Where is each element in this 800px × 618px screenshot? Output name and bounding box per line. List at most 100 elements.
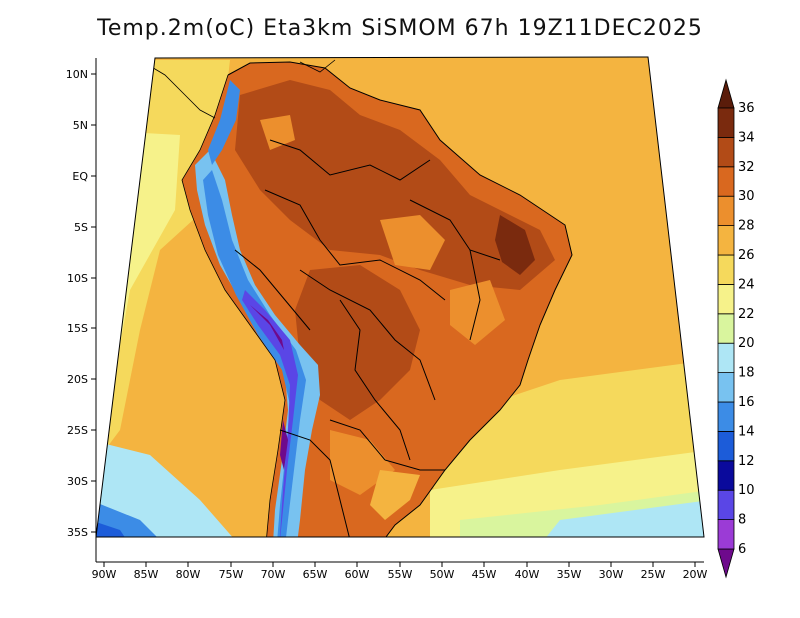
lat-tick: 35S xyxy=(67,526,96,539)
lon-label: 40W xyxy=(515,568,540,581)
coastlines xyxy=(139,59,336,537)
lon-label: 55W xyxy=(388,568,413,581)
andes-cold-band xyxy=(203,170,306,537)
lat-tick: 20S xyxy=(67,373,96,386)
land-warm-patches xyxy=(260,115,505,495)
lon-label: 70W xyxy=(261,568,286,581)
ocean-pacific-coldest xyxy=(96,520,130,537)
lon-label: 60W xyxy=(345,568,370,581)
colorbar-label: 6 xyxy=(738,542,746,557)
lat-tick: 25S xyxy=(67,424,96,437)
lat-tick: 5S xyxy=(74,221,96,234)
colorbar-swatch xyxy=(717,460,735,491)
colorbar-label: 26 xyxy=(738,248,755,263)
longitude-axis: 90W 85W 80W 75W 70W 65W 60W 55W 50W 45W … xyxy=(92,562,708,581)
colorbar-swatch xyxy=(717,254,735,285)
colorbar-label: 14 xyxy=(738,424,755,439)
andes-colder-band xyxy=(242,290,298,537)
colorbar-label: 24 xyxy=(738,277,755,292)
lon-tick: 90W xyxy=(92,562,117,581)
colorbar-swatch xyxy=(717,489,735,521)
lon-tick: 25W xyxy=(641,562,666,581)
lat-label: EQ xyxy=(72,170,88,183)
colorbar-swatch xyxy=(717,136,735,168)
lon-tick: 60W xyxy=(345,562,370,581)
colorbar-swatch xyxy=(717,430,735,462)
colorbar-label: 28 xyxy=(738,219,755,234)
lat-tick: 10N xyxy=(66,68,96,81)
ocean-atlantic-north xyxy=(560,60,660,200)
lon-label: 35W xyxy=(557,568,582,581)
lat-tick: 30S xyxy=(67,475,96,488)
land-hot-north xyxy=(235,80,555,290)
lon-tick: 20W xyxy=(683,562,708,581)
lon-tick: 45W xyxy=(472,562,497,581)
colorbar-label: 36 xyxy=(738,101,755,116)
colorbar-label: 20 xyxy=(738,336,755,351)
lat-label: 10N xyxy=(66,68,88,81)
lat-tick: 15S xyxy=(67,322,96,335)
colorbar-label: 32 xyxy=(738,160,755,175)
land-hot-central xyxy=(295,265,420,420)
colorbar-label: 22 xyxy=(738,307,755,322)
lon-tick: 65W xyxy=(303,562,328,581)
colorbar-swatch xyxy=(717,401,735,432)
lon-label: 45W xyxy=(472,568,497,581)
lon-label: 20W xyxy=(683,568,708,581)
colorbar-swatch xyxy=(717,283,735,315)
lat-label: 15S xyxy=(67,322,88,335)
lon-tick: 80W xyxy=(176,562,201,581)
lon-label: 30W xyxy=(599,568,624,581)
land-cool-south xyxy=(370,470,420,520)
andes-coldest-band xyxy=(250,305,288,470)
colorbar-swatch xyxy=(717,313,735,344)
lat-label: 10S xyxy=(67,272,88,285)
ocean-atlantic-cold xyxy=(540,500,704,537)
country-borders xyxy=(227,61,573,537)
colorbar-label: 16 xyxy=(738,395,755,410)
colorbar-swatch xyxy=(717,372,735,403)
lat-label: 20S xyxy=(67,373,88,386)
colorbar-min-triangle xyxy=(717,548,735,579)
colorbar-label: 34 xyxy=(738,130,755,145)
lon-label: 75W xyxy=(219,568,244,581)
lon-tick: 30W xyxy=(599,562,624,581)
lon-tick: 35W xyxy=(557,562,582,581)
lon-label: 25W xyxy=(641,568,666,581)
map-domain xyxy=(96,57,704,537)
colorbar-label: 30 xyxy=(738,189,755,204)
colorbar-swatch xyxy=(717,195,735,226)
andes-northern-ridge xyxy=(208,80,240,165)
lon-tick: 85W xyxy=(134,562,159,581)
land-hottest-northeast xyxy=(495,215,535,275)
lon-label: 80W xyxy=(176,568,201,581)
lon-label: 90W xyxy=(92,568,117,581)
lat-tick: EQ xyxy=(72,170,96,183)
colorbar-label: 18 xyxy=(738,366,755,381)
lon-tick: 55W xyxy=(388,562,413,581)
lon-tick: 50W xyxy=(430,562,455,581)
lat-tick: 5N xyxy=(73,119,96,132)
lat-label: 25S xyxy=(67,424,88,437)
lon-label: 65W xyxy=(303,568,328,581)
lon-tick: 75W xyxy=(219,562,244,581)
lat-label: 30S xyxy=(67,475,88,488)
lon-tick: 70W xyxy=(261,562,286,581)
colorbar-swatch xyxy=(717,107,735,138)
colorbar-swatch xyxy=(717,166,735,197)
colorbar-max-triangle xyxy=(717,78,735,109)
colorbar-label: 10 xyxy=(738,483,755,498)
lat-label: 35S xyxy=(67,526,88,539)
lon-tick: 40W xyxy=(515,562,540,581)
lat-label: 5S xyxy=(74,221,88,234)
colorbar: 6 8 10 12 14 16 18 20 22 24 26 28 30 32 34 36 xyxy=(717,78,755,579)
map-title: Temp.2m(oC) Eta3km SiSMOM 67h 19Z11DEC20… xyxy=(97,16,703,41)
map-frame xyxy=(95,56,705,538)
lon-label: 50W xyxy=(430,568,455,581)
latitude-axis: 10N 5N EQ 5S 10S 15S 20S 25S 30S 35S xyxy=(66,68,96,539)
colorbar-label: 8 xyxy=(738,513,746,528)
colorbar-label: 12 xyxy=(738,454,755,469)
lat-tick: 10S xyxy=(67,272,96,285)
lon-label: 85W xyxy=(134,568,159,581)
